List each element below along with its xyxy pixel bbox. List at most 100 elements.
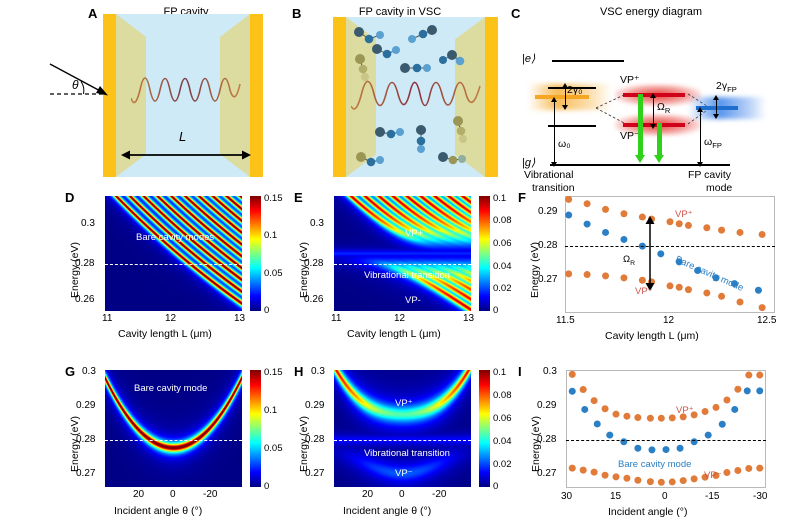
cavity-taper-left bbox=[116, 14, 146, 177]
panel-g-ytick-3: 0.27 bbox=[76, 468, 96, 479]
panel-g-ytick-2: 0.28 bbox=[76, 434, 96, 445]
panel-g-cbtick-1: 0.1 bbox=[264, 405, 278, 416]
panel-g-cbtick-0: 0.15 bbox=[264, 367, 283, 378]
cavity-mirror-left-b bbox=[333, 17, 346, 177]
data-point bbox=[668, 478, 676, 486]
panel-f-ytick-2: 0.27 bbox=[538, 274, 558, 285]
data-point bbox=[657, 414, 665, 422]
panel-i-ytick-1: 0.29 bbox=[537, 400, 557, 411]
panel-h-ytick-0: 0.3 bbox=[311, 366, 325, 377]
panel-e-cbtick-5: 0 bbox=[493, 305, 499, 316]
panel-h-note-top: VP⁺ bbox=[395, 398, 413, 409]
data-point bbox=[704, 431, 712, 439]
omegaFP-label: ωFP bbox=[704, 136, 722, 151]
ground-state-ket: |g⟩ bbox=[522, 157, 536, 169]
panel-d-cbtick-1: 0.1 bbox=[264, 230, 278, 241]
panel-d-xtick-0: 11 bbox=[102, 313, 113, 324]
data-point bbox=[662, 446, 670, 454]
panel-h-cbtick-4: 0.02 bbox=[493, 459, 512, 470]
panel-h-ytick-2: 0.28 bbox=[305, 434, 325, 445]
panel-g-ytick-1: 0.29 bbox=[76, 400, 96, 411]
cavity-taper-right-b bbox=[455, 17, 485, 177]
data-point bbox=[668, 414, 676, 422]
panel-d-cbtick-3: 0 bbox=[264, 305, 270, 316]
panel-e-cbtick-4: 0.02 bbox=[493, 283, 512, 294]
panel-h-colorbar bbox=[479, 370, 490, 487]
data-point bbox=[756, 387, 764, 395]
data-point bbox=[601, 405, 609, 413]
panel-a-theta-label: θ bbox=[72, 78, 79, 92]
panel-e-ytick-0: 0.3 bbox=[310, 218, 324, 229]
data-point bbox=[565, 211, 573, 219]
panel-i-scatter: VP⁺ VP⁻ Bare cavity mode bbox=[566, 370, 766, 488]
emission-arrow-2 bbox=[654, 123, 664, 163]
panel-d-xtick-2: 13 bbox=[234, 313, 246, 324]
panel-b-title: FP cavity in VSC bbox=[358, 6, 442, 18]
panel-i-xtick-3: -15 bbox=[705, 491, 720, 502]
panel-e-heatmap bbox=[334, 196, 471, 311]
panel-h-ytick-1: 0.29 bbox=[305, 400, 325, 411]
omegaFP-arrow bbox=[696, 107, 705, 167]
data-point bbox=[684, 286, 692, 294]
gamma0-label: 2γ₀ bbox=[567, 84, 583, 96]
data-point bbox=[756, 371, 764, 379]
cavity-mirror-right-b bbox=[485, 17, 498, 177]
panel-i-bare-label: Bare cavity mode bbox=[618, 459, 692, 470]
panel-c-title: VSC energy diagram bbox=[599, 6, 703, 18]
data-point bbox=[583, 200, 591, 208]
data-point bbox=[712, 472, 720, 480]
standing-wave-a bbox=[131, 77, 241, 104]
data-point bbox=[675, 283, 683, 291]
data-point bbox=[602, 228, 610, 236]
panel-h-xtick-2: -20 bbox=[432, 489, 447, 500]
panel-e-cbtick-0: 0.1 bbox=[493, 193, 507, 204]
data-point bbox=[620, 274, 628, 282]
panel-h-cbtick-1: 0.08 bbox=[493, 390, 512, 401]
panel-h-cbtick-5: 0 bbox=[493, 481, 499, 492]
data-point bbox=[684, 221, 692, 229]
panel-d-cbtick-2: 0.05 bbox=[264, 268, 283, 279]
data-point bbox=[638, 213, 646, 221]
gammaFP-label: 2γFP bbox=[716, 80, 737, 95]
data-point bbox=[612, 473, 620, 481]
gammaFP-arrow bbox=[712, 95, 721, 119]
panel-f-letter: F bbox=[518, 190, 526, 205]
excited-state-level bbox=[552, 60, 624, 62]
panel-i-xtick-2: 0 bbox=[662, 491, 668, 502]
panel-f-xtick-0: 11.5 bbox=[556, 315, 575, 326]
gamma0-arrow bbox=[561, 83, 570, 110]
panel-e-xtick-2: 13 bbox=[463, 313, 475, 324]
data-point bbox=[694, 267, 702, 275]
data-point bbox=[754, 286, 762, 294]
data-point bbox=[634, 414, 642, 422]
data-point bbox=[758, 230, 766, 238]
panel-e-xlabel: Cavity length L (μm) bbox=[347, 328, 441, 340]
panel-g-ytick-0: 0.3 bbox=[82, 366, 96, 377]
data-point bbox=[638, 276, 646, 284]
panel-e-ytick-1: 0.28 bbox=[304, 258, 324, 269]
panel-i-vp-minus-label: VP⁻ bbox=[704, 470, 722, 481]
panel-i-xtick-0: 30 bbox=[561, 491, 573, 502]
panel-e-xtick-1: 12 bbox=[394, 313, 406, 324]
panel-i-vib-line bbox=[566, 440, 766, 441]
data-point bbox=[690, 475, 698, 483]
panel-f-scatter: VP⁺ VP⁻ Bare cavity mode ΩR bbox=[565, 196, 775, 313]
data-point bbox=[568, 387, 576, 395]
panel-h-note-mid: Vibrational transition bbox=[364, 448, 450, 459]
panel-g-vib-line bbox=[105, 440, 242, 441]
panel-i-vp-plus-label: VP⁺ bbox=[676, 405, 694, 416]
data-point bbox=[657, 478, 665, 486]
panel-g-xtick-0: 20 bbox=[133, 489, 145, 500]
panel-h-heatmap bbox=[334, 370, 471, 487]
data-point bbox=[634, 444, 642, 452]
data-point bbox=[701, 473, 709, 481]
panel-i-letter: I bbox=[518, 364, 522, 379]
panel-h-xtick-1: 0 bbox=[399, 489, 405, 500]
panel-f-xtick-2: 12.5 bbox=[757, 315, 777, 326]
panel-d-ytick-2: 0.26 bbox=[75, 294, 95, 305]
ground-state-level bbox=[550, 164, 730, 166]
data-point bbox=[657, 250, 665, 258]
panel-g-xlabel: Incident angle θ (°) bbox=[114, 505, 203, 517]
data-point bbox=[730, 280, 738, 288]
standing-wave-b bbox=[351, 80, 481, 110]
